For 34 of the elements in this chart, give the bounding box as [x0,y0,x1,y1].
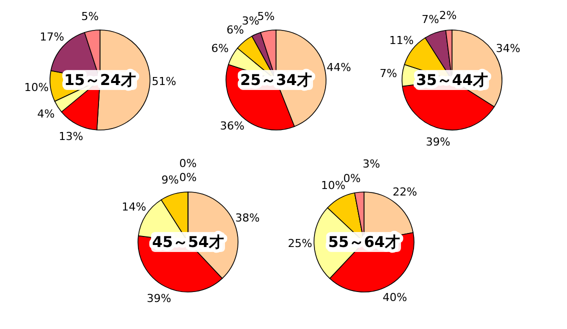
text: 35～44才 [416,71,488,89]
text: 15～24才 [64,71,136,89]
data-label: 40% [382,291,408,304]
data-label: 13% [58,130,84,144]
data-label: 22% [392,186,418,199]
data-label: 3% [362,157,380,170]
text: 25～34才 [240,71,312,89]
data-label: 25% [288,237,312,250]
data-label: 44% [326,61,352,74]
data-label: 9% [161,174,179,187]
data-label: 6% [226,24,244,37]
data-label: 10% [24,81,49,94]
data-label: 4% [37,107,55,120]
data-label: 36% [220,120,244,133]
data-label: 5% [81,10,99,23]
data-label: 10% [320,178,346,192]
text: 55～64才 [328,233,400,251]
text: 0% [343,172,361,186]
data-label: 14% [122,200,146,214]
data-label: 34% [496,42,520,56]
data-label: 39% [426,135,450,148]
data-label: 2% [439,9,457,22]
data-label: 11% [389,34,414,47]
data-label: 38% [235,211,260,224]
text: 0% [179,171,197,184]
data-label: 7% [380,66,398,80]
data-label: 7% [422,12,440,26]
data-label: 51% [152,75,176,88]
data-label: 17% [40,30,64,44]
text: 0% [179,157,197,170]
data-label: 6% [211,42,229,56]
text: 45～54才 [152,233,224,251]
data-label: 39% [146,292,172,306]
data-label: 3% [242,14,260,28]
